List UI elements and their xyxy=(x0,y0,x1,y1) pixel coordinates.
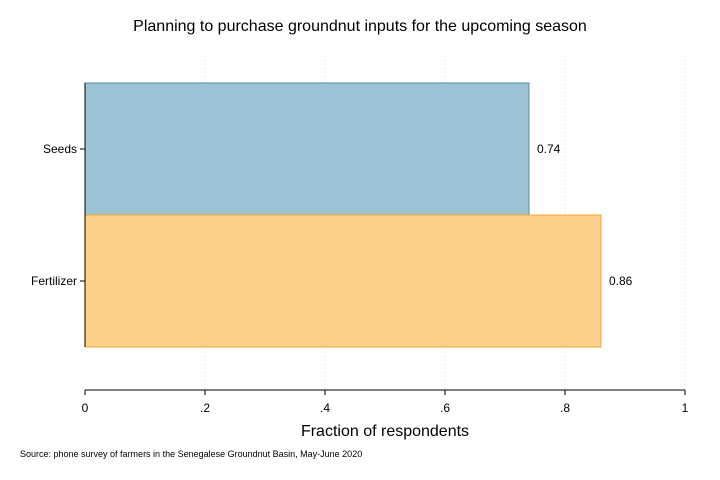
bar-seeds xyxy=(84,82,530,216)
category-label-seeds: Seeds xyxy=(43,142,77,156)
source-note: Source: phone survey of farmers in the S… xyxy=(20,449,363,459)
x-tick-label-0: 0 xyxy=(82,401,89,415)
category-label-fertilizer: Fertilizer xyxy=(31,274,77,288)
x-axis-title: Fraction of respondents xyxy=(301,423,469,440)
value-label-seeds: 0.74 xyxy=(537,142,561,156)
chart-title: Planning to purchase groundnut inputs fo… xyxy=(133,18,587,35)
x-tick-label-2: .4 xyxy=(320,401,330,415)
x-tick-label-5: 1 xyxy=(682,401,689,415)
x-tick-label-3: .6 xyxy=(440,401,450,415)
x-tick-label-4: .8 xyxy=(560,401,570,415)
x-tick-label-1: .2 xyxy=(200,401,210,415)
value-label-fertilizer: 0.86 xyxy=(609,274,633,288)
bar-fertilizer xyxy=(84,214,602,348)
